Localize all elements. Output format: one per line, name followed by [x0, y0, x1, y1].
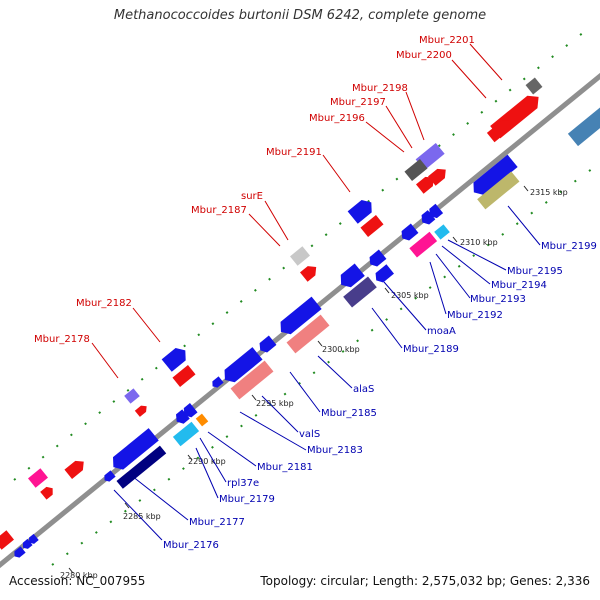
gene-feature[interactable]	[486, 117, 515, 143]
gene-label-Mbur_2189[interactable]: Mbur_2189	[403, 344, 459, 355]
gene-feature[interactable]	[372, 264, 394, 285]
plus-leaders	[91, 43, 503, 379]
gene-feature[interactable]	[416, 173, 438, 194]
gene-feature[interactable]	[220, 347, 263, 386]
gene-label-valS[interactable]: valS	[299, 429, 320, 440]
gene-feature[interactable]	[64, 457, 87, 479]
gene-feature[interactable]	[124, 388, 140, 404]
gene-label-Mbur_2176[interactable]: Mbur_2176	[163, 540, 219, 551]
gene-label-Mbur_2179[interactable]: Mbur_2179	[219, 494, 275, 505]
gene-feature[interactable]	[469, 154, 518, 199]
gene-label-Mbur_2187[interactable]: Mbur_2187	[191, 205, 247, 216]
gene-label-Mbur_2183[interactable]: Mbur_2183	[307, 445, 363, 456]
gene-feature[interactable]	[360, 215, 384, 237]
gene-label-surE[interactable]: surE	[241, 191, 263, 202]
gene-label-Mbur_2181[interactable]: Mbur_2181	[257, 462, 313, 473]
gene-label-Mbur_2192[interactable]: Mbur_2192	[447, 310, 503, 321]
gene-label-Mbur_2193[interactable]: Mbur_2193	[470, 294, 526, 305]
gene-feature[interactable]	[40, 484, 56, 500]
tick-label: 2295 kbp	[256, 399, 294, 408]
gene-label-Mbur_2201[interactable]: Mbur_2201	[419, 35, 475, 46]
gene-feature[interactable]	[276, 296, 322, 338]
gene-label-Mbur_2178[interactable]: Mbur_2178	[34, 334, 90, 345]
gene-label-Mbur_2194[interactable]: Mbur_2194	[491, 280, 547, 291]
tick-marks	[68, 185, 529, 574]
gene-label-Mbur_2185[interactable]: Mbur_2185	[321, 408, 377, 419]
gene-feature[interactable]	[28, 468, 48, 488]
gene-label-Mbur_2177[interactable]: Mbur_2177	[189, 517, 245, 528]
gene-label-Mbur_2196[interactable]: Mbur_2196	[309, 113, 365, 124]
gene-feature[interactable]	[172, 421, 200, 447]
gene-feature[interactable]	[343, 276, 377, 308]
gene-feature[interactable]	[116, 445, 167, 489]
gene-feature[interactable]	[20, 533, 39, 551]
gene-label-Mbur_2200[interactable]: Mbur_2200	[396, 50, 452, 61]
gene-feature[interactable]	[300, 262, 320, 282]
tick-label: 2315 kbp	[530, 188, 568, 197]
tick-label: 2280 kbp	[60, 571, 98, 580]
gene-feature[interactable]	[404, 159, 428, 181]
gene-feature[interactable]	[418, 203, 444, 227]
tick-label: 2285 kbp	[123, 512, 161, 521]
gene-label-Mbur_2198[interactable]: Mbur_2198	[352, 83, 408, 94]
gene-label-Mbur_2182[interactable]: Mbur_2182	[76, 298, 132, 309]
gene-label-Mbur_2195[interactable]: Mbur_2195	[507, 266, 563, 277]
map-title: Methanococcoides burtonii DSM 6242, comp…	[113, 8, 487, 23]
gene-feature[interactable]	[336, 263, 365, 291]
gene-feature[interactable]	[525, 77, 543, 95]
gene-feature[interactable]	[567, 105, 600, 147]
gene-feature[interactable]	[161, 344, 191, 372]
gene-feature[interactable]	[347, 196, 377, 224]
gene-feature[interactable]	[173, 403, 198, 426]
tick-label: 2290 kbp	[188, 457, 226, 466]
accession-text: Accession: NC_007955	[9, 574, 146, 588]
gene-feature[interactable]	[172, 365, 196, 387]
gene-feature[interactable]	[108, 428, 159, 473]
gene-label-Mbur_2197[interactable]: Mbur_2197	[330, 97, 386, 108]
gene-label-rpl37e[interactable]: rpl37e	[227, 478, 259, 489]
gene-feature[interactable]	[230, 360, 274, 400]
gene-label-Mbur_2191[interactable]: Mbur_2191	[266, 147, 322, 158]
gene-feature[interactable]	[366, 249, 387, 269]
gene-feature[interactable]	[12, 546, 26, 559]
gene-feature[interactable]	[398, 223, 419, 243]
minus-leaders	[113, 205, 541, 541]
tick-label: 2300 kbp	[322, 345, 360, 354]
gene-label-alaS[interactable]: alaS	[353, 384, 374, 395]
gene-feature[interactable]	[428, 165, 450, 186]
gene-feature[interactable]	[256, 335, 277, 355]
gene-feature[interactable]	[434, 224, 450, 240]
gene-feature[interactable]	[210, 376, 224, 389]
gene-feature[interactable]	[477, 171, 520, 210]
gene-label-moaA[interactable]: moaA	[427, 326, 456, 337]
gene-label-Mbur_2199[interactable]: Mbur_2199	[541, 241, 597, 252]
tick-label: 2310 kbp	[460, 238, 498, 247]
gene-feature[interactable]	[195, 413, 209, 427]
gene-feature[interactable]	[0, 530, 14, 550]
gene-feature[interactable]	[102, 470, 116, 483]
gene-feature[interactable]	[286, 314, 330, 354]
gene-feature[interactable]	[409, 231, 438, 258]
tick-label: 2305 kbp	[391, 291, 429, 300]
gene-feature[interactable]	[134, 403, 149, 417]
gene-feature[interactable]	[290, 246, 310, 266]
genome-summary-text: Topology: circular; Length: 2,575,032 bp…	[260, 574, 590, 588]
